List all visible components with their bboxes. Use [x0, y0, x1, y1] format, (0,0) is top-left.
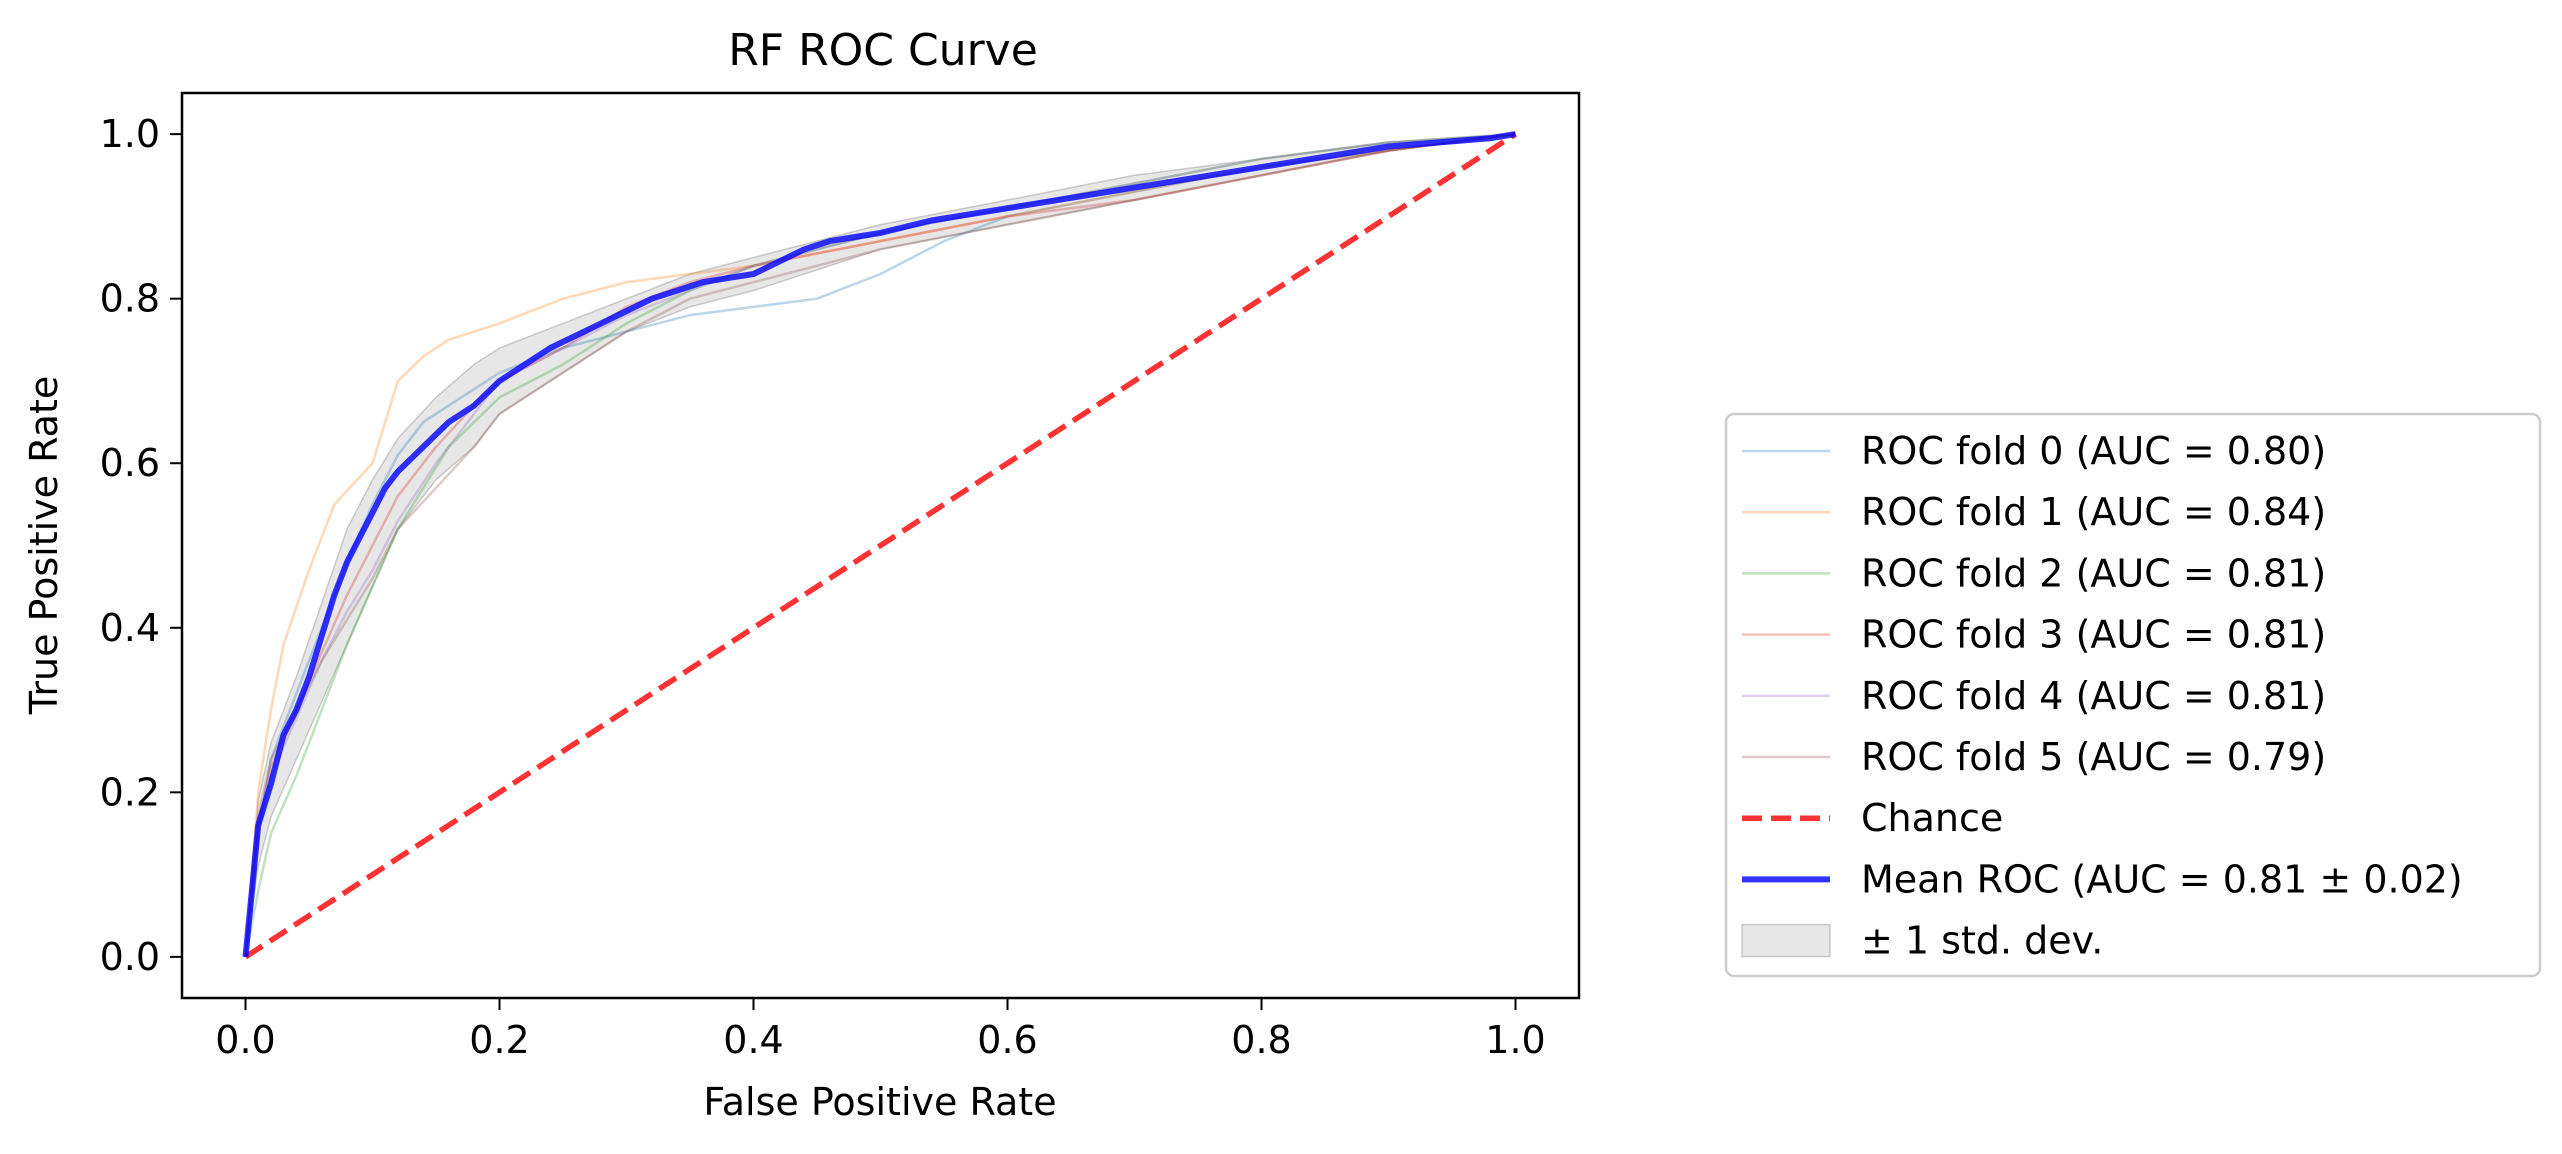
x-tick-label: 0.0: [215, 1018, 275, 1062]
legend-label: ± 1 std. dev.: [1861, 919, 2103, 963]
legend-label: ROC fold 2 (AUC = 0.81): [1861, 551, 2326, 595]
legend-label: Chance: [1861, 796, 2003, 840]
x-tick-label: 1.0: [1485, 1018, 1545, 1062]
y-axis: 0.0 0.2 0.4 0.6 0.8 1.0: [100, 112, 182, 979]
axes-frame: [180, 91, 1581, 1000]
legend: ROC fold 0 (AUC = 0.80) ROC fold 1 (AUC =…: [1724, 412, 2542, 978]
y-tick-label: 1.0: [100, 112, 160, 156]
legend-frame: [1724, 412, 2542, 978]
y-tick-label: 0.4: [100, 606, 160, 650]
mean-roc-line: [242, 131, 1516, 958]
y-tick-label: 0.6: [100, 441, 160, 485]
chart-title: RF ROC Curve: [728, 25, 1038, 76]
y-tick-label: 0.2: [100, 770, 160, 814]
chance-line: [244, 131, 1517, 960]
x-tick-label: 0.4: [723, 1018, 783, 1062]
legend-label: ROC fold 0 (AUC = 0.80): [1861, 429, 2326, 473]
plot-area: [242, 131, 1517, 960]
x-axis: 0.0 0.2 0.4 0.6 0.8 1.0: [215, 998, 1546, 1062]
legend-swatch-band: [1741, 923, 1831, 958]
x-tick-label: 0.2: [469, 1018, 529, 1062]
fold-1-line: [244, 132, 1516, 957]
legend-label: ROC fold 4 (AUC = 0.81): [1861, 674, 2326, 718]
legend-label: ROC fold 5 (AUC = 0.79): [1861, 735, 2326, 779]
x-axis-label: False Positive Rate: [703, 1080, 1056, 1124]
legend-label: Mean ROC (AUC = 0.81 ± 0.02): [1861, 857, 2463, 901]
legend-label: ROC fold 3 (AUC = 0.81): [1861, 613, 2326, 657]
y-tick-label: 0.0: [100, 935, 160, 979]
legend-label: ROC fold 1 (AUC = 0.84): [1861, 490, 2326, 534]
x-tick-label: 0.6: [977, 1018, 1037, 1062]
y-axis-label: True Positive Rate: [22, 376, 66, 716]
x-tick-label: 0.8: [1231, 1018, 1291, 1062]
y-tick-label: 0.8: [100, 277, 160, 321]
